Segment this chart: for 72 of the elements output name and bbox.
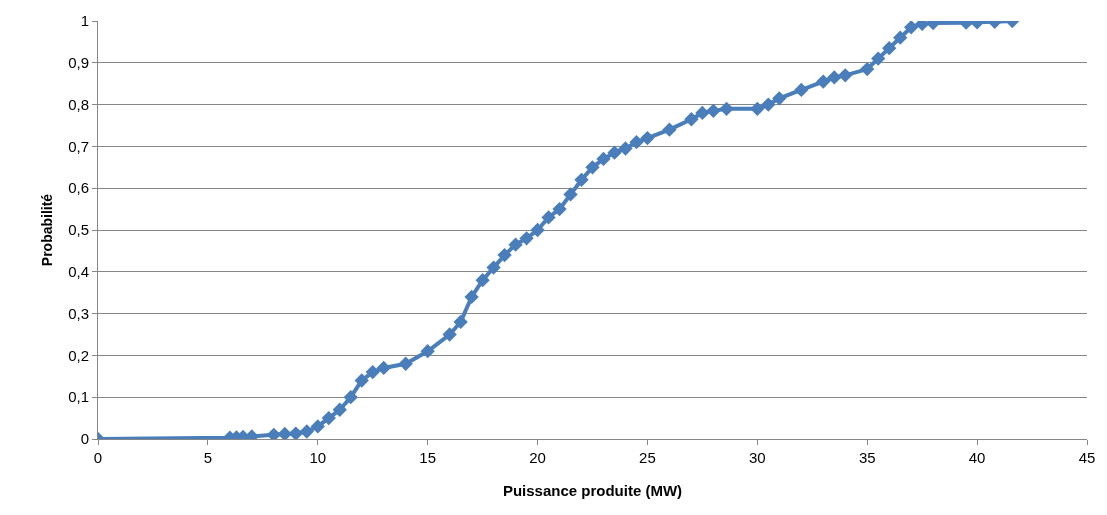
y-tick-label: 0,2 [68,346,89,364]
y-tick-label: 0 [80,430,89,448]
y-tick-label: 0,7 [68,137,89,155]
x-tick-label: 45 [1078,449,1096,466]
point [277,426,292,439]
point [695,105,710,121]
point [794,82,809,98]
point [750,101,765,116]
point [442,327,457,342]
point [464,289,479,305]
point [618,141,633,156]
point [706,103,721,119]
y-tick-label: 1 [80,12,89,30]
x-tick-label: 15 [419,449,437,466]
point [497,247,512,263]
point [574,172,589,187]
point [552,201,567,217]
y-tick-label: 0,1 [68,388,89,406]
y-tick-label: 0,4 [68,263,89,281]
point [530,222,545,238]
point [563,187,578,202]
point [607,145,622,160]
point [398,356,413,371]
point [475,273,490,288]
point [321,410,336,426]
point [365,364,380,380]
x-axis-title: Puissance produite (MW) [502,482,683,499]
point [420,344,435,359]
y-tick-label: 0,5 [68,221,89,239]
point [827,70,842,85]
point [354,373,369,388]
x-tick-label: 20 [529,449,546,466]
point [310,419,325,434]
point [453,314,468,330]
point [719,101,734,116]
point [299,424,314,439]
y-axis-title: Probabilité [38,193,55,267]
x-tick-label: 0 [93,449,103,466]
x-tick-label: 10 [309,449,327,466]
point [486,260,501,275]
point [541,210,556,225]
point [816,74,831,89]
y-tick-label: 0,6 [68,179,89,197]
x-tick-label: 40 [968,449,986,466]
point [585,160,600,175]
point [904,21,919,35]
point [860,61,875,77]
point [343,390,358,405]
y-tick-label: 0,3 [68,304,89,322]
point [761,97,776,112]
point [893,30,908,45]
point [376,360,391,376]
point [838,68,853,83]
x-tick-label: 25 [639,449,656,466]
point [684,112,699,127]
x-tick-label: 5 [203,449,213,466]
point [519,231,534,246]
point [332,402,347,417]
point [629,135,644,150]
point [662,122,677,137]
point [882,41,897,56]
point [508,237,523,252]
y-tick-label: 0,8 [68,95,89,113]
point [772,91,787,106]
y-tick-label: 0,9 [68,54,89,72]
point [640,130,655,146]
point [596,151,611,167]
point [288,426,303,439]
point [266,427,281,439]
x-tick-label: 30 [748,449,766,466]
point [871,51,886,66]
x-tick-label: 35 [858,449,876,466]
